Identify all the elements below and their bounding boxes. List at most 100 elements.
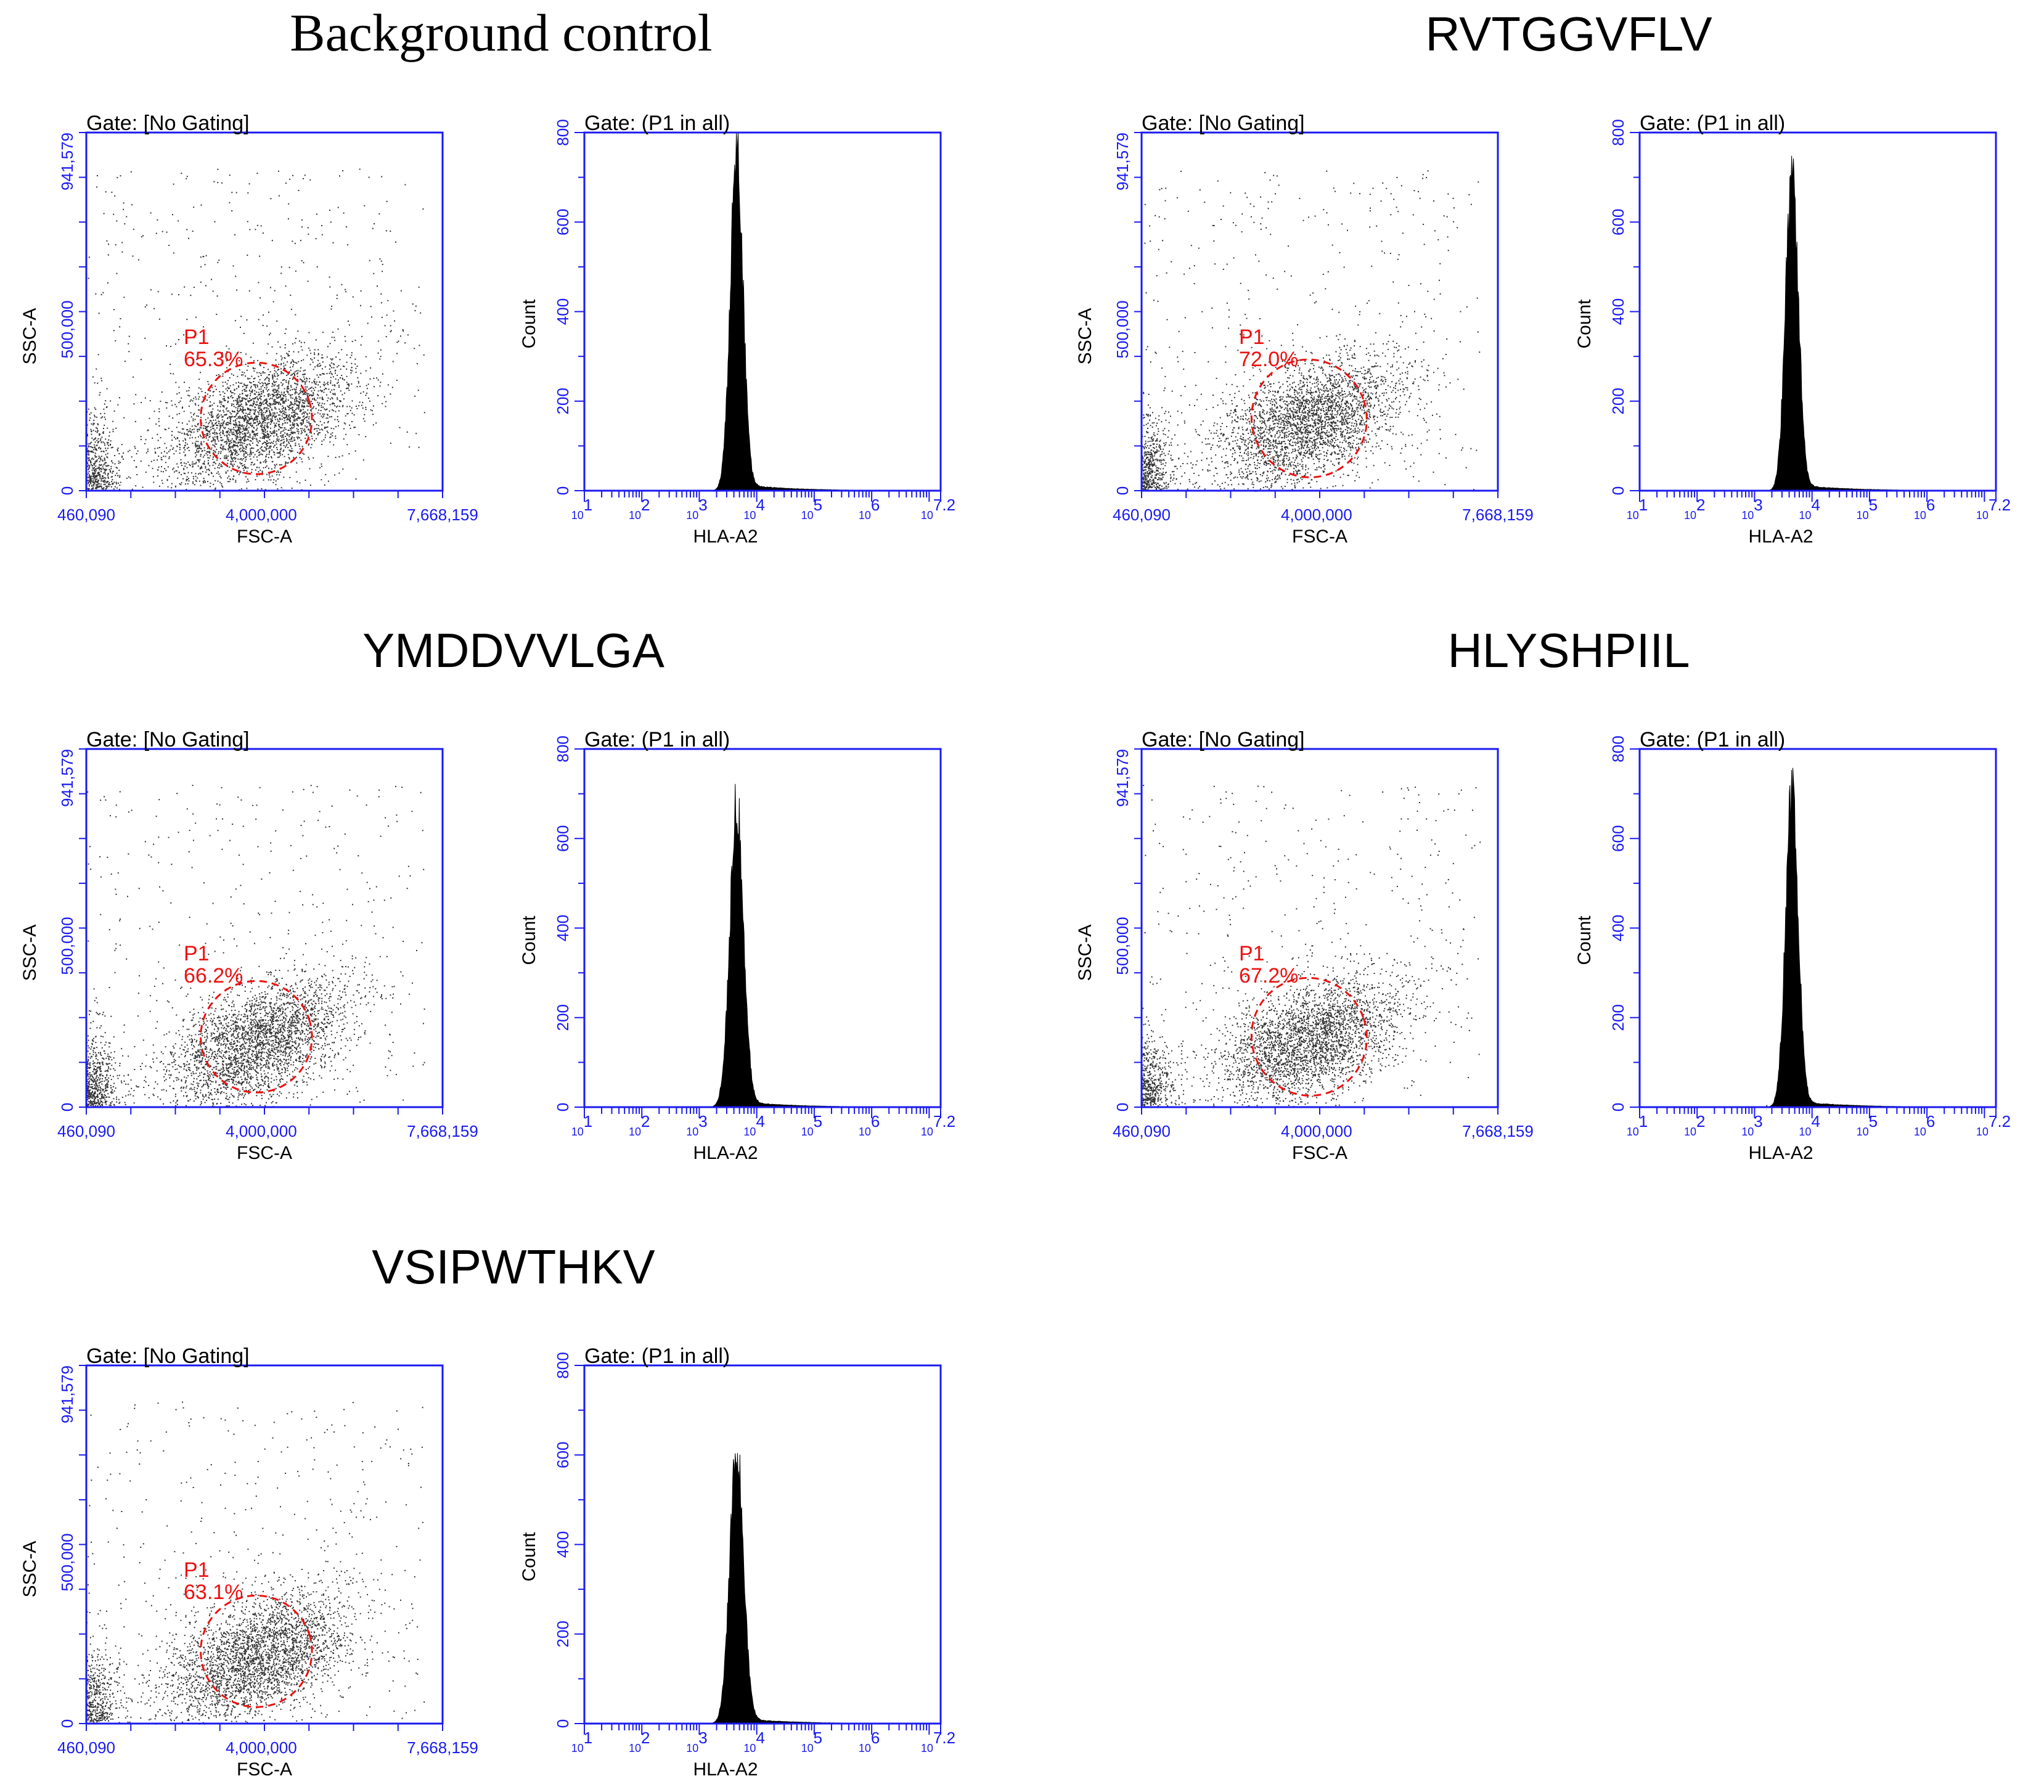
scatter-gate-title: Gate: [No Gating]: [1142, 728, 1305, 751]
histogram-x-tick-label: 101: [1627, 496, 1648, 522]
scatter-x-tick-label: 4,000,000: [226, 1738, 297, 1757]
histogram-x-tick-label: 103: [1741, 496, 1763, 522]
panel-title: Background control: [290, 3, 712, 62]
scatter-x-tick-label: 7,668,159: [407, 505, 478, 524]
gate-percent: 66.2%: [184, 964, 243, 988]
scatter-y-tick-label: 941,579: [58, 133, 76, 190]
histogram-x-tick-label: 103: [686, 496, 708, 522]
histogram-gate-title: Gate: (P1 in all): [584, 112, 730, 135]
histogram-x-tick-label: 102: [1684, 1112, 1706, 1138]
scatter-dots: [1142, 170, 1481, 492]
gate-p1-ellipse[interactable]: [186, 1581, 327, 1722]
histogram-x-tick-label: 104: [743, 1729, 765, 1754]
histogram-x-tick-label: 105: [801, 496, 823, 522]
histogram-plot: Gate: (P1 in all) 101 102 103 104 105 106 107.2…: [1574, 112, 2011, 547]
scatter-x-tick-label: 4,000,000: [226, 505, 297, 524]
histogram-y-tick-label: 800: [554, 1352, 572, 1378]
histogram-x-tick-label: 102: [1684, 496, 1706, 522]
gate-p1-ellipse[interactable]: [186, 348, 327, 489]
scatter-y-tick-label: 500,000: [58, 1533, 76, 1591]
histogram-y-tick-label: 800: [554, 735, 572, 762]
histogram-y-tick-label: 200: [1609, 388, 1627, 414]
histogram-y-tick-label: 200: [554, 388, 572, 414]
scatter-y-tick-label: 0: [1113, 1103, 1132, 1111]
histogram-y-label: Count: [1574, 915, 1595, 965]
histogram-x-tick-label: 105: [801, 1729, 823, 1754]
histogram-y-tick-label: 200: [554, 1004, 572, 1031]
histogram-plot: Gate: (P1 in all) 101 102 103 104 105 106 107.2…: [519, 728, 955, 1163]
scatter-x-tick-label: 7,668,159: [1462, 1122, 1534, 1140]
histogram-y-tick-label: 800: [554, 119, 572, 145]
scatter-y-tick-label: 0: [1113, 486, 1132, 495]
gate-p1-ellipse[interactable]: [186, 966, 327, 1107]
scatter-x-label: FSC-A: [237, 1759, 292, 1780]
histogram-x-tick-label: 104: [1799, 496, 1820, 522]
histogram-y-ticks: 0 200 400 600 800: [554, 735, 584, 1111]
histogram-frame: [1638, 748, 1997, 1108]
scatter-x-tick-label: 7,668,159: [1462, 505, 1534, 524]
histogram-x-tick-label: 101: [1627, 1112, 1648, 1138]
histogram-x-tick-label: 102: [629, 496, 650, 522]
scatter-y-ticks: 0 500,000 941,579: [58, 132, 86, 495]
histogram-x-label: HLA-A2: [693, 526, 758, 547]
histogram-x-tick-label: 105: [1857, 1112, 1878, 1138]
scatter-x-label: FSC-A: [1292, 526, 1347, 547]
histogram-x-ticks: 101 102 103 104 105 106 107.2: [1627, 1107, 2011, 1138]
scatter-x-label: FSC-A: [1292, 1143, 1347, 1163]
histogram-plot: Gate: (P1 in all) 101 102 103 104 105 106 107.2…: [519, 112, 955, 547]
scatter-y-tick-label: 941,579: [1113, 749, 1132, 807]
histogram-x-ticks: 101 102 103 104 105 106 107.2: [571, 491, 955, 522]
histogram-y-tick-label: 0: [554, 1103, 572, 1111]
histogram-y-tick-label: 400: [554, 1531, 572, 1558]
histogram-x-label: HLA-A2: [1748, 1143, 1813, 1163]
histogram-x-ticks: 101 102 103 104 105 106 107.2: [571, 1107, 955, 1138]
scatter-y-label: SSC-A: [20, 308, 40, 365]
histogram-y-tick-label: 800: [1609, 119, 1627, 145]
histogram-y-tick-label: 200: [1609, 1004, 1627, 1031]
scatter-x-tick-label: 7,668,159: [407, 1738, 478, 1757]
histogram-bars: [1640, 767, 1996, 1108]
histogram-x-tick-label: 107.2: [1976, 496, 2011, 522]
histogram-y-tick-label: 0: [554, 486, 572, 495]
histogram-plot: Gate: (P1 in all) 101 102 103 104 105 106 107.2…: [1574, 728, 2011, 1163]
gate-percent: 65.3%: [184, 348, 243, 371]
scatter-x-tick-label: 4,000,000: [1281, 1122, 1352, 1140]
scatter-x-ticks: 460,090 4,000,000 7,668,159: [57, 1107, 478, 1140]
scatter-x-ticks: 460,090 4,000,000 7,668,159: [1113, 491, 1534, 524]
scatter-y-ticks: 0 500,000 941,579: [58, 748, 86, 1111]
histogram-gate-title: Gate: (P1 in all): [584, 1344, 730, 1368]
histogram-x-tick-label: 105: [1857, 496, 1878, 522]
scatter-x-label: FSC-A: [237, 1143, 292, 1163]
histogram-x-label: HLA-A2: [693, 1759, 758, 1780]
histogram-x-tick-label: 102: [629, 1729, 650, 1754]
scatter-frame: [85, 1364, 444, 1725]
scatter-dots: [86, 168, 425, 492]
histogram-x-tick-label: 104: [743, 496, 765, 522]
histogram-gate-title: Gate: (P1 in all): [1640, 728, 1785, 751]
histogram-y-label: Count: [1574, 299, 1595, 349]
histogram-x-tick-label: 105: [801, 1112, 823, 1138]
scatter-frame: [1140, 748, 1499, 1108]
scatter-gate-title: Gate: [No Gating]: [86, 728, 250, 751]
histogram-x-tick-label: 104: [743, 1112, 765, 1138]
gate-p1-ellipse[interactable]: [1236, 962, 1383, 1111]
histogram-bars: [584, 132, 941, 491]
scatter-y-tick-label: 500,000: [58, 917, 76, 975]
histogram-frame: [1638, 131, 1997, 492]
scatter-y-tick-label: 941,579: [58, 749, 76, 807]
panel-title: HLYSHPIIL: [1447, 623, 1690, 677]
scatter-y-tick-label: 500,000: [58, 300, 76, 358]
scatter-events: [1142, 170, 1481, 492]
panel-title: VSIPWTHKV: [372, 1240, 655, 1294]
scatter-x-tick-label: 4,000,000: [226, 1122, 297, 1140]
histogram-frame: [583, 748, 942, 1108]
histogram-y-tick-label: 400: [554, 915, 572, 941]
scatter-y-label: SSC-A: [20, 1541, 40, 1598]
histogram-x-label: HLA-A2: [1748, 526, 1813, 547]
gate-p1-ellipse[interactable]: [1236, 344, 1383, 493]
scatter-x-tick-label: 4,000,000: [1281, 505, 1352, 524]
